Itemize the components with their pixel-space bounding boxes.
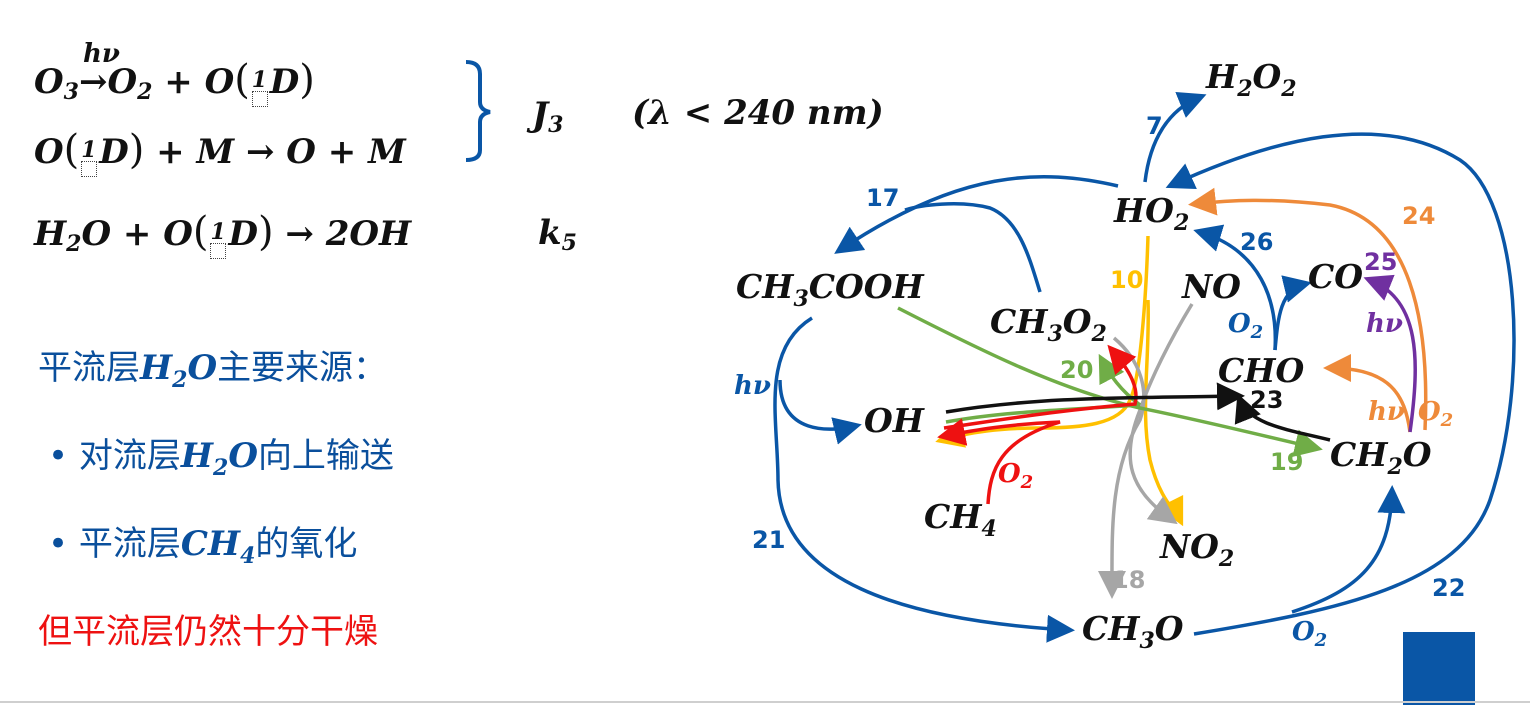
label-r20: 20 — [1060, 356, 1093, 384]
arrow-ch3o-to-ch2o — [1291, 485, 1406, 614]
molecule-ho2: HO2 — [1113, 191, 1189, 236]
label-o2-red: O2 — [998, 459, 1033, 493]
arrow-23 — [1234, 393, 1331, 442]
arrow-red-ch4 — [937, 418, 1061, 505]
molecule-h2o2: H2O2 — [1205, 57, 1297, 102]
label-o2-orange: O2 — [1418, 397, 1453, 431]
label-r7: 7 — [1146, 112, 1163, 140]
equation-3: H2O + O(1 D) → 2OH — [34, 209, 412, 259]
arrow-24 — [1188, 187, 1428, 431]
rate-k5: k5 — [538, 213, 577, 256]
label-r10: 10 — [1110, 266, 1143, 294]
wavelength-condition: (λ < 240 nm) — [632, 93, 884, 133]
arrow-cho-to-co — [1273, 275, 1312, 351]
molecule-ch3o: CH3O — [1082, 609, 1184, 654]
arrow-21 — [773, 316, 1075, 643]
molecule-cho: CHO — [1218, 351, 1304, 390]
label-o2-cho: O2 — [1228, 309, 1263, 343]
arrow-22 — [1165, 132, 1516, 636]
rate-j3: J3 — [532, 95, 564, 138]
arrow-gray-from-no — [1128, 303, 1194, 525]
arrow-7 — [1143, 91, 1207, 183]
arrow-black-oh-cho — [945, 382, 1245, 414]
molecule-no2: NO2 — [1159, 527, 1234, 572]
label-o2-bottom: O2 — [1292, 617, 1327, 651]
arrow-26 — [1193, 224, 1278, 351]
arrow-ch3o2-to-ch3cooh — [904, 202, 1042, 293]
equation-bracket — [465, 60, 491, 162]
label-r21: 21 — [752, 526, 785, 554]
equation-2: O(1 D) + M → O + M — [34, 130, 406, 177]
source-item-2: • 平流层CH4的氧化 — [48, 524, 358, 569]
molecule-no: NO — [1181, 267, 1241, 306]
molecule-oh: OH — [864, 401, 926, 440]
label-r19: 19 — [1270, 448, 1303, 476]
arrow-hv-oh — [778, 379, 862, 445]
molecule-ch3cooh: CH3COOH — [736, 267, 926, 312]
arrow-gray-from-ch3o2 — [1097, 336, 1146, 599]
arrow-ch2o-to-cho — [1323, 354, 1412, 433]
hv-over-arrow: hν — [82, 39, 120, 69]
source-title: 平流层H2O主要来源： — [38, 348, 388, 393]
molecule-ch4: CH4 — [924, 497, 997, 542]
equation-1: O3 hν →O2 + O(1 D) — [34, 39, 315, 107]
label-hv-orange: hν — [1368, 397, 1405, 427]
arrow-17 — [834, 175, 1119, 254]
slide-corner-block — [1403, 632, 1475, 705]
label-hv-purple: hν — [1366, 309, 1403, 339]
arrow-10 — [935, 235, 1150, 448]
arrow-red-oh — [943, 344, 1138, 430]
conclusion-text: 但平流层仍然十分干燥 — [38, 612, 378, 652]
source-item-1: • 对流层H2O向上输送 — [48, 436, 394, 481]
label-r25: 25 — [1364, 248, 1397, 276]
label-r22: 22 — [1432, 574, 1465, 602]
molecule-co: CO — [1308, 257, 1363, 296]
molecule-ch2o: CH2O — [1330, 435, 1432, 480]
slide-bottom-divider — [0, 701, 1530, 703]
arrow-19 — [897, 306, 1323, 457]
label-r23: 23 — [1250, 386, 1283, 414]
label-hv-left: hν — [734, 371, 771, 401]
label-r26: 26 — [1240, 228, 1273, 256]
arrow-25 — [1363, 274, 1417, 433]
molecule-ch3o2: CH3O2 — [990, 302, 1107, 347]
label-r24: 24 — [1402, 202, 1435, 230]
label-r18: 18 — [1112, 566, 1145, 594]
label-r17: 17 — [866, 184, 899, 212]
